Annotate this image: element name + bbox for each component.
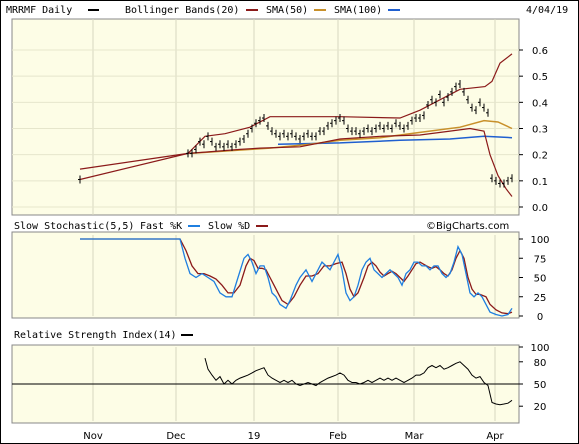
y-tick-label: 80 [534,358,547,369]
y-tick-label: 75 [534,254,547,265]
fast-k-line [80,238,513,317]
x-axis-label: Nov [83,431,103,442]
price-series-group [78,53,513,197]
x-axis-label: Apr [486,431,504,442]
bollinger-lower-line [79,127,513,197]
price-vertical-gridlines [92,19,496,215]
y-tick-label: 0.2 [532,151,548,162]
y-tick-label: 0.0 [532,203,548,214]
x-axis-label: Dec [166,431,185,442]
x-axis-label: Mar [405,431,425,442]
y-tick-label: 50 [534,274,547,285]
y-tick-label: 25 [534,293,547,304]
legend-bollinger-label: Bollinger Bands(20) [125,5,239,16]
y-tick-label: 0.6 [532,46,548,57]
y-tick-label: 0.5 [532,72,548,83]
slow-d-line [80,238,513,315]
price-plot-area [11,18,520,216]
watermark: ©BigCharts.com [426,221,509,232]
chart-date: 4/04/19 [526,5,568,16]
stochastic-vertical-gridlines [92,235,496,316]
y-tick-label: 20 [534,402,547,413]
legend-sma50-label: SMA(50) [266,5,308,16]
rsi-panel: 20 50 80 100 Relative Strength Index(14) [11,330,550,424]
stochastic-plot-area [11,231,520,319]
stochastic-y-ticks: 0 25 50 75 100 [519,235,550,323]
sma100-line [277,135,513,145]
y-tick-label: 50 [534,380,547,391]
sma50-line [189,119,513,155]
y-tick-label: 0.1 [532,177,548,188]
legend-slow-d-label: Slow %D [208,221,250,232]
y-tick-label: 0 [537,312,543,323]
stochastic-series-group [80,238,513,317]
legend-fast-k-label: Fast %K [140,221,182,232]
y-tick-label: 0.3 [532,125,548,136]
stochastic-title: Slow Stochastic(5,5) [14,221,134,232]
rsi-y-ticks: 20 50 80 100 [519,343,550,413]
price-panel: 0.0 0.1 0.2 0.3 0.4 0.5 0.6 MRRMF Daily Bollin… [6,5,568,216]
rsi-line [204,357,513,406]
x-axis-label: Feb [329,431,347,442]
x-axis-label: 19 [248,431,261,442]
rsi-title: Relative Strength Index(14) [14,330,177,341]
y-tick-label: 100 [530,343,549,354]
rsi-series-group [12,357,519,406]
legend-sma100-label: SMA(100) [334,5,382,16]
price-chart-title: MRRMF Daily [6,5,72,16]
y-tick-label: 100 [530,235,549,246]
y-tick-label: 0.4 [532,98,548,109]
x-axis-labels: Nov Dec 19 Feb Mar Apr [83,431,504,442]
